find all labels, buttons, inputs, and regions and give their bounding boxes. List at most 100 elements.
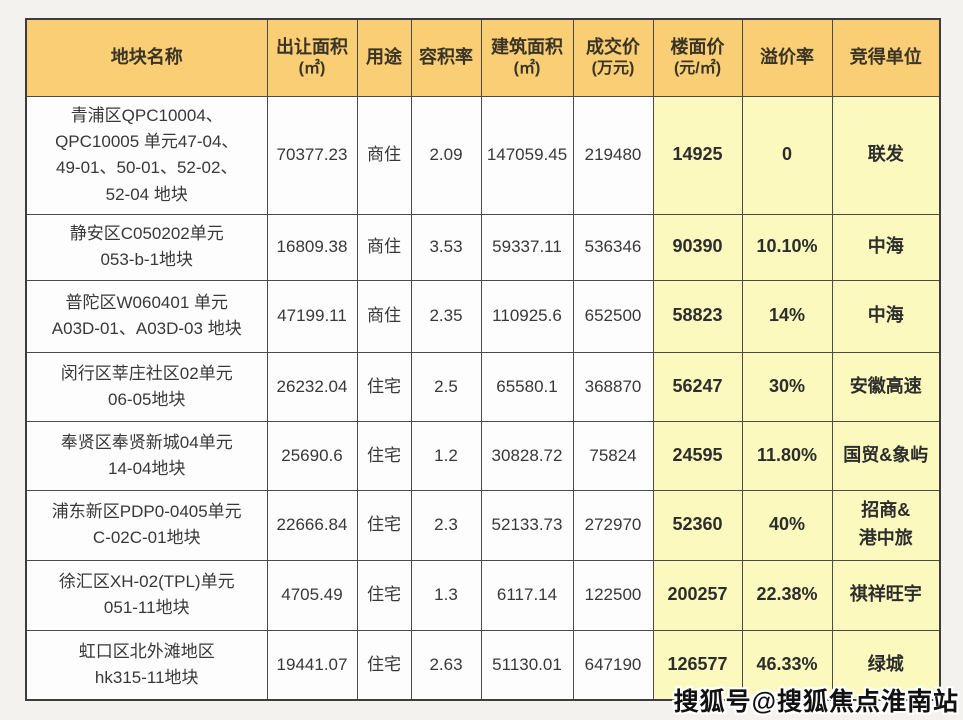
table-row: 徐汇区XH-02(TPL)单元 051-11地块 4705.49 住宅 1.3 6117… bbox=[25, 559, 941, 631]
cell-price: 122500 bbox=[572, 559, 654, 631]
watermark: 搜狐号@搜狐焦点淮南站 bbox=[673, 688, 959, 716]
cell-built_area: 59337.11 bbox=[480, 213, 574, 281]
cell-price: 219480 bbox=[572, 95, 654, 215]
table-row: 静安区C050202单元 053-b-1地块 16809.38 商住 3.53 5933… bbox=[25, 213, 941, 281]
cell-winner: 中海 bbox=[831, 279, 941, 353]
cell-name: 闵行区莘庄社区02单元 06-05地块 bbox=[25, 351, 268, 422]
cell-winner: 招商& 港中旅 bbox=[831, 489, 941, 561]
table-row: 浦东新区PDP0-0405单元 C-02C-01地块 22666.84 住宅 2.3 5… bbox=[25, 489, 941, 561]
cell-premium: 0 bbox=[741, 95, 833, 215]
cell-name: 普陀区W060401 单元 A03D-01、A03D-03 地块 bbox=[25, 279, 268, 353]
column-header-1: 出让面积 (㎡) bbox=[266, 18, 358, 97]
cell-far: 2.35 bbox=[410, 279, 482, 353]
cell-built_area: 110925.6 bbox=[480, 279, 574, 353]
column-title: 溢价率 bbox=[760, 47, 814, 68]
table-row: 青浦区QPC10004、 QPC10005 单元47-04、 49-01、50-… bbox=[25, 95, 941, 215]
column-title: 用途 bbox=[366, 47, 402, 68]
cell-floor_price: 90390 bbox=[652, 213, 743, 281]
cell-name: 虹口区北外滩地区 hk315-11地块 bbox=[25, 629, 268, 701]
column-header-7: 溢价率 bbox=[741, 18, 833, 97]
cell-floor_price: 58823 bbox=[652, 279, 743, 353]
cell-winner: 安徽高速 bbox=[831, 351, 941, 422]
cell-use: 住宅 bbox=[356, 489, 412, 561]
cell-far: 1.2 bbox=[410, 420, 482, 491]
cell-far: 2.3 bbox=[410, 489, 482, 561]
cell-price: 75824 bbox=[572, 420, 654, 491]
cell-area: 4705.49 bbox=[266, 559, 358, 631]
column-header-6: 楼面价 (元/㎡) bbox=[652, 18, 743, 97]
header-row: 地块名称 出让面积 (㎡) 用途 容积率 建筑面积 (㎡) 成交价 (万元) 楼面价 (元/㎡) 溢价… bbox=[25, 18, 941, 97]
cell-winner: 中海 bbox=[831, 213, 941, 281]
cell-built_area: 52133.73 bbox=[480, 489, 574, 561]
cell-floor_price: 24595 bbox=[652, 420, 743, 491]
cell-premium: 11.80% bbox=[741, 420, 833, 491]
cell-far: 2.63 bbox=[410, 629, 482, 701]
cell-area: 47199.11 bbox=[266, 279, 358, 353]
cell-winner: 绿城 bbox=[831, 629, 941, 701]
cell-premium: 30% bbox=[741, 351, 833, 422]
cell-built_area: 147059.45 bbox=[480, 95, 574, 215]
cell-floor_price: 52360 bbox=[652, 489, 743, 561]
cell-use: 住宅 bbox=[356, 420, 412, 491]
column-unit: (万元) bbox=[591, 60, 635, 78]
cell-far: 3.53 bbox=[410, 213, 482, 281]
cell-use: 商住 bbox=[356, 213, 412, 281]
cell-area: 70377.23 bbox=[266, 95, 358, 215]
column-header-0: 地块名称 bbox=[25, 18, 268, 97]
cell-floor_price: 126577 bbox=[652, 629, 743, 701]
cell-use: 住宅 bbox=[356, 629, 412, 701]
column-header-3: 容积率 bbox=[410, 18, 482, 97]
cell-area: 26232.04 bbox=[266, 351, 358, 422]
cell-premium: 14% bbox=[741, 279, 833, 353]
column-title: 容积率 bbox=[419, 47, 473, 68]
cell-name: 浦东新区PDP0-0405单元 C-02C-01地块 bbox=[25, 489, 268, 561]
cell-premium: 22.38% bbox=[741, 559, 833, 631]
cell-price: 536346 bbox=[572, 213, 654, 281]
cell-built_area: 30828.72 bbox=[480, 420, 574, 491]
cell-premium: 40% bbox=[741, 489, 833, 561]
cell-built_area: 6117.14 bbox=[480, 559, 574, 631]
cell-name: 青浦区QPC10004、 QPC10005 单元47-04、 49-01、50-… bbox=[25, 95, 268, 215]
cell-winner: 国贸&象屿 bbox=[831, 420, 941, 491]
column-unit: (元/㎡) bbox=[673, 60, 722, 78]
column-title: 建筑面积 bbox=[491, 36, 563, 57]
cell-winner: 祺祥旺宇 bbox=[831, 559, 941, 631]
cell-far: 2.5 bbox=[410, 351, 482, 422]
cell-use: 住宅 bbox=[356, 351, 412, 422]
cell-far: 1.3 bbox=[410, 559, 482, 631]
cell-name: 奉贤区奉贤新城04单元 14-04地块 bbox=[25, 420, 268, 491]
column-title: 地块名称 bbox=[110, 47, 183, 68]
cell-use: 商住 bbox=[356, 279, 412, 353]
column-header-2: 用途 bbox=[356, 18, 412, 97]
cell-name: 静安区C050202单元 053-b-1地块 bbox=[25, 213, 268, 281]
cell-area: 25690.6 bbox=[266, 420, 358, 491]
column-unit: (㎡) bbox=[513, 60, 541, 78]
cell-area: 22666.84 bbox=[266, 489, 358, 561]
cell-far: 2.09 bbox=[410, 95, 482, 215]
table-row: 普陀区W060401 单元 A03D-01、A03D-03 地块 47199.11… bbox=[25, 279, 941, 353]
cell-built_area: 51130.01 bbox=[480, 629, 574, 701]
column-title: 楼面价 bbox=[670, 36, 725, 57]
table-body: 青浦区QPC10004、 QPC10005 单元47-04、 49-01、50-… bbox=[25, 95, 941, 701]
table-row: 虹口区北外滩地区 hk315-11地块 19441.07 住宅 2.63 51130.0… bbox=[25, 629, 941, 701]
cell-price: 652500 bbox=[572, 279, 654, 353]
column-header-8: 竞得单位 bbox=[831, 18, 941, 97]
cell-floor_price: 200257 bbox=[652, 559, 743, 631]
cell-price: 368870 bbox=[572, 351, 654, 422]
column-unit: (㎡) bbox=[298, 60, 326, 78]
cell-built_area: 65580.1 bbox=[480, 351, 574, 422]
table-header: 地块名称 出让面积 (㎡) 用途 容积率 建筑面积 (㎡) 成交价 (万元) 楼面价 (元/㎡) 溢价… bbox=[25, 18, 941, 97]
column-header-4: 建筑面积 (㎡) bbox=[480, 18, 574, 97]
cell-winner: 联发 bbox=[831, 95, 941, 215]
column-title: 成交价 bbox=[586, 36, 640, 57]
cell-area: 16809.38 bbox=[266, 213, 358, 281]
land-parcel-table: 地块名称 出让面积 (㎡) 用途 容积率 建筑面积 (㎡) 成交价 (万元) 楼面价 (元/㎡) 溢价… bbox=[25, 18, 941, 702]
cell-price: 647190 bbox=[572, 629, 654, 701]
cell-area: 19441.07 bbox=[266, 629, 358, 701]
cell-name: 徐汇区XH-02(TPL)单元 051-11地块 bbox=[25, 559, 268, 631]
column-title: 竞得单位 bbox=[849, 47, 922, 68]
cell-floor_price: 14925 bbox=[652, 95, 743, 215]
cell-use: 住宅 bbox=[356, 559, 412, 631]
cell-floor_price: 56247 bbox=[652, 351, 743, 422]
